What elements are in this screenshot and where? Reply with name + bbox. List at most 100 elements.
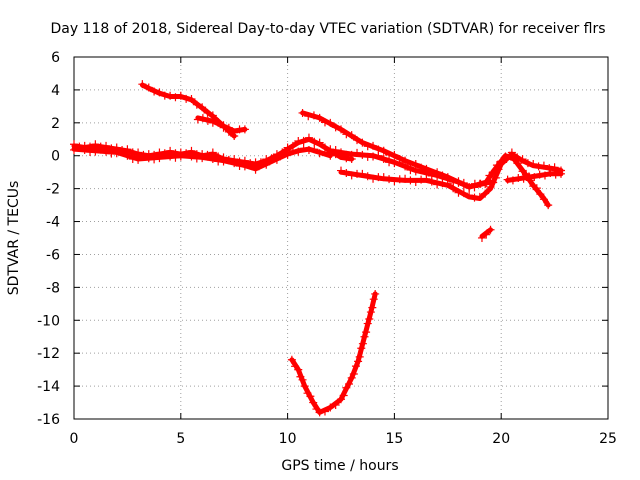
data-point [514, 159, 523, 168]
data-point [523, 159, 532, 168]
data-point [357, 344, 366, 353]
data-point [411, 159, 420, 168]
data-point [118, 148, 127, 157]
data-point [309, 111, 318, 120]
data-point [96, 145, 105, 154]
data-point [365, 315, 374, 324]
x-tick-label: 10 [279, 431, 297, 447]
data-point [262, 160, 271, 169]
data-point [203, 152, 212, 161]
data-point [144, 83, 153, 92]
data-point [411, 178, 420, 187]
data-point [320, 407, 329, 416]
data-point [331, 123, 340, 132]
data-point [176, 91, 185, 100]
data-point [358, 150, 367, 159]
data-point [337, 148, 345, 157]
data-point [557, 169, 566, 178]
data-point [550, 163, 559, 172]
data-point [300, 382, 309, 391]
data-point [219, 157, 228, 166]
x-tick-label: 5 [176, 431, 185, 447]
data-point [353, 148, 362, 157]
data-point [331, 146, 340, 155]
y-tick-label: 2 [51, 116, 60, 132]
x-axis-label: GPS time / hours [281, 458, 398, 474]
y-tick-label: -12 [37, 346, 60, 362]
data-point [349, 369, 358, 378]
data-point [144, 154, 153, 163]
data-point [501, 152, 510, 161]
data-point [306, 392, 315, 401]
data-point [369, 295, 378, 304]
data-point [272, 155, 281, 164]
data-point [374, 151, 383, 160]
y-tick-label: -14 [37, 379, 60, 395]
data-point [294, 147, 303, 156]
data-point [486, 225, 495, 234]
data-point [309, 398, 318, 407]
data-point [283, 143, 292, 152]
series-main-band [70, 133, 356, 168]
data-point [298, 375, 307, 384]
data-point [198, 103, 207, 112]
data-point [510, 155, 519, 164]
data-point [208, 155, 217, 164]
data-point [351, 362, 360, 371]
data-point [230, 128, 239, 137]
data-point [477, 233, 486, 242]
series-track [289, 291, 378, 415]
data-point [123, 151, 132, 160]
data-point [482, 178, 491, 187]
series-lower-track [337, 148, 566, 202]
data-point [539, 195, 548, 204]
series-main-band-lower [70, 143, 335, 174]
data-point [355, 352, 364, 361]
chart-grid [74, 57, 608, 419]
data-point [171, 93, 180, 102]
data-point [358, 339, 367, 348]
data-point [406, 176, 415, 185]
data-point [366, 308, 375, 317]
data-point [155, 154, 164, 163]
data-point [524, 172, 533, 181]
data-point [449, 178, 458, 187]
data-point [369, 152, 378, 161]
data-point [438, 171, 447, 180]
data-point [283, 150, 292, 159]
x-tick-label: 25 [599, 431, 617, 447]
data-point [476, 179, 485, 188]
data-point [534, 162, 543, 171]
data-point [401, 162, 410, 171]
data-point [192, 100, 201, 109]
data-point [519, 174, 528, 183]
data-point [315, 149, 324, 158]
data-point [339, 391, 348, 400]
data-point [315, 113, 324, 122]
data-point [294, 365, 303, 374]
data-point [363, 319, 372, 328]
x-tick-label: 15 [385, 431, 403, 447]
y-tick-label: -16 [37, 412, 60, 428]
data-point [320, 148, 329, 157]
data-point [417, 175, 426, 184]
data-point [342, 130, 351, 139]
data-point [385, 158, 394, 167]
data-point [326, 147, 335, 156]
x-tick-label: 0 [70, 431, 79, 447]
data-point [368, 303, 377, 312]
data-point [193, 115, 202, 124]
data-point [326, 403, 335, 412]
data-point [187, 152, 196, 161]
data-point [486, 183, 495, 192]
data-point [358, 169, 367, 178]
data-point [390, 150, 399, 159]
data-point [208, 111, 217, 120]
data-point [546, 169, 555, 178]
data-point [532, 184, 541, 193]
data-point [304, 145, 313, 154]
data-point [529, 182, 538, 191]
data-point [240, 125, 249, 134]
data-point [331, 400, 340, 409]
